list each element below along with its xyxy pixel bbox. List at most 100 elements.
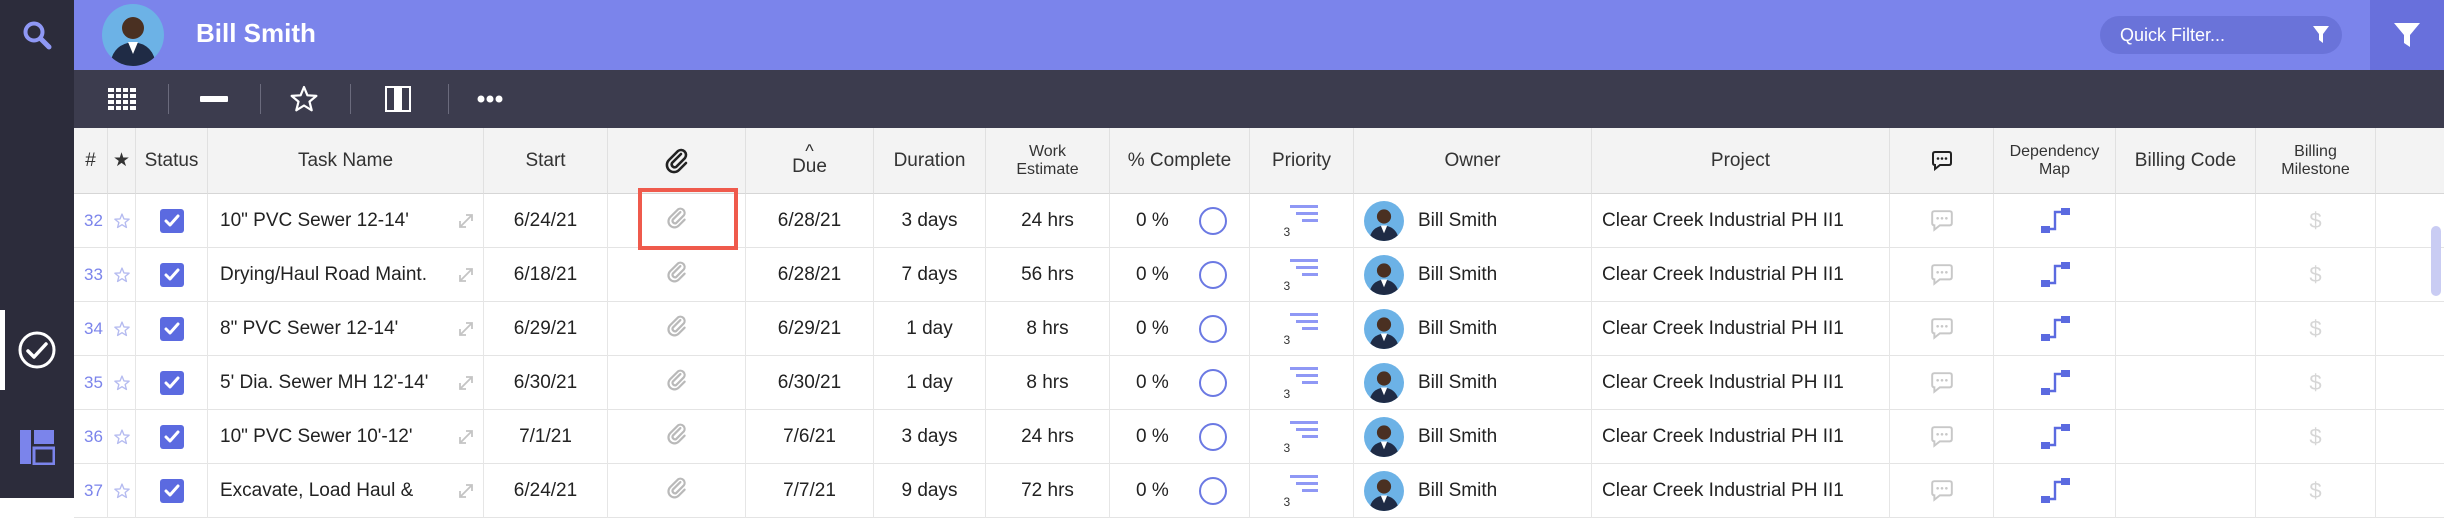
project-name[interactable]: Clear Creek Industrial PH II1	[1592, 464, 1890, 518]
col-header-start[interactable]: Start	[484, 128, 608, 194]
owner-cell[interactable]: Bill Smith	[1354, 464, 1592, 518]
dependency-map-icon[interactable]	[1994, 464, 2116, 518]
billing-milestone-icon[interactable]: $	[2256, 410, 2376, 464]
project-name[interactable]: Clear Creek Industrial PH II1	[1592, 248, 1890, 302]
task-name-cell[interactable]: 10" PVC Sewer 12-14'	[208, 194, 484, 248]
row-number[interactable]: 32	[74, 194, 108, 248]
row-number[interactable]: 36	[74, 410, 108, 464]
status-checkbox[interactable]	[159, 209, 184, 233]
attachment-cell[interactable]	[608, 194, 746, 248]
billing-milestone-icon[interactable]: $	[2256, 248, 2376, 302]
billing-code-cell[interactable]	[2116, 302, 2256, 356]
dependency-map-icon[interactable]	[1994, 194, 2116, 248]
grid-view-icon[interactable]	[102, 84, 142, 114]
status-checkbox[interactable]	[159, 263, 184, 287]
due-date[interactable]: 6/28/21	[746, 248, 874, 302]
owner-cell[interactable]: Bill Smith	[1354, 410, 1592, 464]
owner-cell[interactable]: Bill Smith	[1354, 302, 1592, 356]
work-estimate[interactable]: 56 hrs	[986, 248, 1110, 302]
col-header-billing-code[interactable]: Billing Code	[2116, 128, 2256, 194]
duration[interactable]: 9 days	[874, 464, 986, 518]
billing-code-cell[interactable]	[2116, 410, 2256, 464]
comment-icon[interactable]	[1890, 410, 1994, 464]
start-date[interactable]: 6/29/21	[484, 302, 608, 356]
priority-cell[interactable]: 3	[1250, 302, 1354, 356]
due-date[interactable]: 7/7/21	[746, 464, 874, 518]
filter-button[interactable]	[2370, 0, 2444, 70]
work-estimate[interactable]: 8 hrs	[986, 302, 1110, 356]
table-row[interactable]: 35 5' Dia. Sewer MH 12'-14' 6/30/21 6/30/21…	[74, 356, 2444, 410]
comment-icon[interactable]	[1890, 302, 1994, 356]
task-name-cell[interactable]: 5' Dia. Sewer MH 12'-14'	[208, 356, 484, 410]
col-header-project[interactable]: Project	[1592, 128, 1890, 194]
billing-milestone-icon[interactable]: $	[2256, 356, 2376, 410]
favorite-star-icon[interactable]	[108, 302, 136, 356]
row-number[interactable]: 33	[74, 248, 108, 302]
start-date[interactable]: 6/24/21	[484, 464, 608, 518]
expand-icon[interactable]	[457, 320, 475, 344]
billing-milestone-icon[interactable]: $	[2256, 194, 2376, 248]
due-date[interactable]: 7/6/21	[746, 410, 874, 464]
vertical-scrollbar[interactable]	[2431, 226, 2441, 296]
attachment-cell[interactable]	[608, 356, 746, 410]
start-date[interactable]: 6/24/21	[484, 194, 608, 248]
percent-complete-cell[interactable]: 0 %	[1110, 248, 1250, 302]
duration[interactable]: 7 days	[874, 248, 986, 302]
attachment-cell[interactable]	[608, 248, 746, 302]
dependency-map-icon[interactable]	[1994, 302, 2116, 356]
col-header-duration[interactable]: Duration	[874, 128, 986, 194]
priority-cell[interactable]: 3	[1250, 464, 1354, 518]
task-name-cell[interactable]: 8" PVC Sewer 12-14'	[208, 302, 484, 356]
duration[interactable]: 3 days	[874, 194, 986, 248]
percent-complete-cell[interactable]: 0 %	[1110, 194, 1250, 248]
col-header-billing-milestone[interactable]: Billing Milestone	[2256, 128, 2376, 194]
percent-complete-cell[interactable]: 0 %	[1110, 410, 1250, 464]
task-name-cell[interactable]: Excavate, Load Haul &	[208, 464, 484, 518]
table-row[interactable]: 32 10" PVC Sewer 12-14' 6/24/21 6/28/21 3 da…	[74, 194, 2444, 248]
billing-code-cell[interactable]	[2116, 194, 2256, 248]
col-header-priority[interactable]: Priority	[1250, 128, 1354, 194]
dependency-map-icon[interactable]	[1994, 410, 2116, 464]
status-checkbox[interactable]	[159, 479, 184, 503]
percent-complete-cell[interactable]: 0 %	[1110, 302, 1250, 356]
status-checkbox[interactable]	[159, 317, 184, 341]
favorite-star-icon[interactable]	[108, 464, 136, 518]
task-name-cell[interactable]: Drying/Haul Road Maint.	[208, 248, 484, 302]
table-row[interactable]: 34 8" PVC Sewer 12-14' 6/29/21 6/29/21 1 day…	[74, 302, 2444, 356]
dependency-map-icon[interactable]	[1994, 248, 2116, 302]
duration[interactable]: 1 day	[874, 356, 986, 410]
priority-cell[interactable]: 3	[1250, 356, 1354, 410]
billing-code-cell[interactable]	[2116, 356, 2256, 410]
due-date[interactable]: 6/29/21	[746, 302, 874, 356]
favorite-star-icon[interactable]	[108, 356, 136, 410]
priority-cell[interactable]: 3	[1250, 194, 1354, 248]
expand-icon[interactable]	[457, 482, 475, 506]
row-number[interactable]: 34	[74, 302, 108, 356]
owner-cell[interactable]: Bill Smith	[1354, 356, 1592, 410]
status-checkbox[interactable]	[159, 371, 184, 395]
favorite-star-icon[interactable]	[108, 194, 136, 248]
work-estimate[interactable]: 24 hrs	[986, 410, 1110, 464]
col-header-number[interactable]: #	[74, 128, 108, 194]
attachment-cell[interactable]	[608, 302, 746, 356]
priority-cell[interactable]: 3	[1250, 248, 1354, 302]
priority-cell[interactable]: 3	[1250, 410, 1354, 464]
percent-complete-cell[interactable]: 0 %	[1110, 356, 1250, 410]
attachment-cell[interactable]	[608, 464, 746, 518]
tasks-check-icon[interactable]	[0, 310, 74, 390]
owner-cell[interactable]: Bill Smith	[1354, 194, 1592, 248]
project-name[interactable]: Clear Creek Industrial PH II1	[1592, 194, 1890, 248]
comment-icon[interactable]	[1890, 464, 1994, 518]
owner-cell[interactable]: Bill Smith	[1354, 248, 1592, 302]
row-number[interactable]: 37	[74, 464, 108, 518]
work-estimate[interactable]: 72 hrs	[986, 464, 1110, 518]
attachment-cell[interactable]	[608, 410, 746, 464]
favorite-star-icon[interactable]	[108, 248, 136, 302]
duration[interactable]: 3 days	[874, 410, 986, 464]
due-date[interactable]: 6/30/21	[746, 356, 874, 410]
collapse-icon[interactable]	[194, 84, 234, 114]
dependency-map-icon[interactable]	[1994, 356, 2116, 410]
project-name[interactable]: Clear Creek Industrial PH II1	[1592, 410, 1890, 464]
status-checkbox[interactable]	[159, 425, 184, 449]
col-header-owner[interactable]: Owner	[1354, 128, 1592, 194]
